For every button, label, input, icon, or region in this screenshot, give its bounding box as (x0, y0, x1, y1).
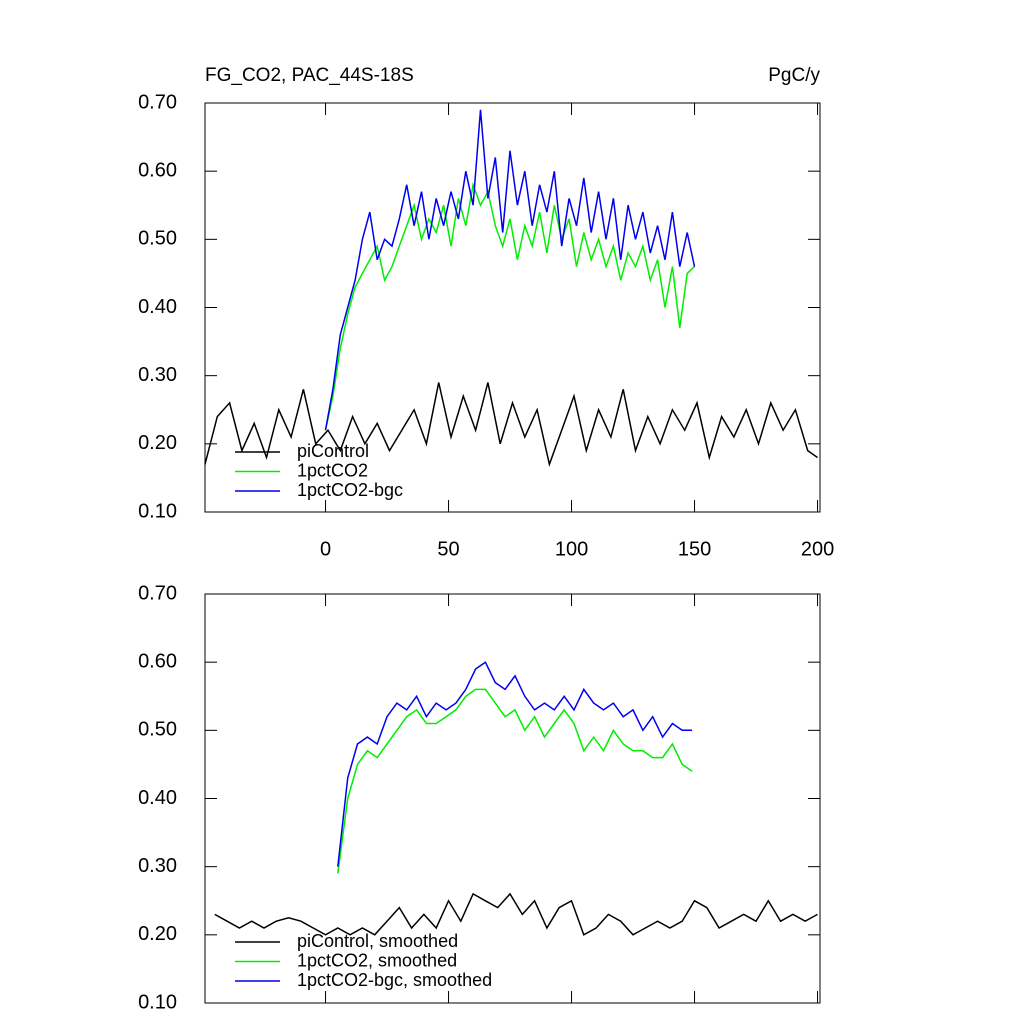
line-series (214, 892, 818, 936)
legend-label: 1pctCO2 (297, 460, 368, 480)
y-tick-label: 0.50 (138, 228, 177, 250)
legend-label: 1pctCO2, smoothed (297, 950, 457, 970)
line-series (324, 181, 696, 431)
legend-label: piControl (297, 441, 369, 461)
x-tick-label: 200 (801, 538, 834, 560)
x-tick-label: 50 (437, 538, 459, 560)
y-tick-label: 0.60 (138, 159, 177, 181)
x-tick-label: 100 (555, 538, 588, 560)
y-tick-label: 0.20 (138, 923, 177, 945)
legend-label: 1pctCO2-bgc (297, 480, 403, 500)
y-tick-label: 0.30 (138, 364, 177, 386)
y-tick-label: 0.40 (138, 787, 177, 809)
y-tick-label: 0.10 (138, 991, 177, 1013)
y-tick-label: 0.30 (138, 855, 177, 877)
x-tick-label: 150 (678, 538, 711, 560)
y-tick-label: 0.40 (138, 296, 177, 318)
chart-title: FG_CO2, PAC_44S-18S (205, 65, 414, 86)
legend-label: piControl, smoothed (297, 931, 458, 951)
y-tick-label: 0.70 (138, 91, 177, 113)
y-tick-label: 0.50 (138, 719, 177, 741)
legend-label: 1pctCO2-bgc, smoothed (297, 970, 492, 990)
x-tick-label: 0 (320, 538, 331, 560)
y-tick-label: 0.70 (138, 582, 177, 604)
line-series (324, 109, 696, 431)
y-tick-label: 0.60 (138, 650, 177, 672)
line-series (204, 382, 818, 467)
y-tick-label: 0.10 (138, 500, 177, 522)
line-series (337, 688, 693, 874)
y-tick-label: 0.20 (138, 432, 177, 454)
line-series (337, 661, 693, 867)
units-label: PgC/y (768, 65, 820, 86)
